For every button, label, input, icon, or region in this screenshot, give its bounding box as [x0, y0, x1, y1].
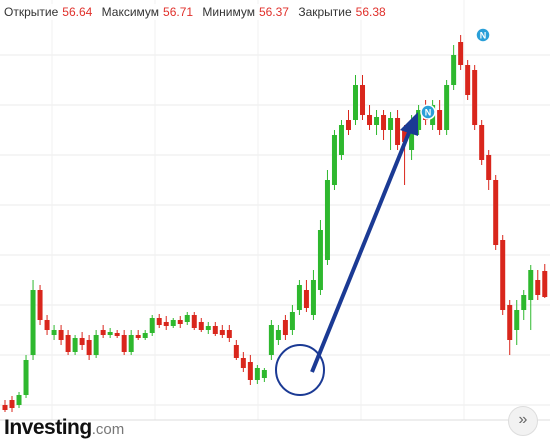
- candle-body: [261, 370, 267, 378]
- candle-body: [37, 290, 43, 320]
- low-value: 56.37: [258, 5, 289, 19]
- candle-body: [458, 42, 464, 65]
- logo: Investing.com: [4, 416, 124, 440]
- candle-body: [437, 110, 443, 130]
- candle-body: [353, 85, 358, 120]
- candle-body: [310, 280, 316, 315]
- close-label: Закрытие: [298, 5, 352, 19]
- candle-body: [219, 330, 225, 335]
- candle-body: [289, 312, 295, 330]
- candle-body: [367, 115, 373, 125]
- candle-body: [388, 118, 394, 130]
- open-label: Открытие: [4, 5, 59, 19]
- news-marker: [420, 104, 436, 120]
- low-label: Минимум: [202, 5, 255, 19]
- candle-body: [23, 360, 29, 395]
- candle-body: [486, 155, 492, 180]
- candle-body: [465, 65, 471, 95]
- annotation-arrow: [310, 129, 412, 373]
- candle-body: [416, 110, 422, 130]
- candle-body: [374, 117, 380, 125]
- arrow-head: [400, 112, 418, 136]
- candle-body: [409, 130, 415, 150]
- candle-body: [507, 305, 513, 340]
- candle-body: [114, 333, 120, 336]
- candle-body: [360, 85, 366, 115]
- candle-body: [149, 318, 155, 333]
- high-value: 56.71: [163, 5, 194, 19]
- candle-body: [170, 320, 176, 326]
- candle-body: [303, 290, 309, 308]
- candle-body: [528, 270, 534, 300]
- candle-body: [226, 330, 232, 338]
- candle-body: [535, 280, 541, 295]
- candle-body: [542, 271, 548, 297]
- candle-body: [128, 335, 134, 352]
- candle-body: [254, 368, 260, 380]
- candle-body: [2, 405, 8, 410]
- candle-body: [51, 330, 57, 335]
- candle-body: [472, 70, 478, 125]
- candle-body: [205, 326, 211, 330]
- candle-body: [296, 285, 302, 310]
- candle-body: [30, 290, 36, 355]
- candle-body: [500, 240, 506, 310]
- candle-body: [395, 118, 401, 145]
- candle-body: [317, 230, 323, 290]
- news-marker: [475, 27, 491, 43]
- candle-body: [100, 330, 106, 335]
- candle-body: [275, 330, 281, 340]
- candle-body: [72, 338, 78, 352]
- candle-body: [142, 333, 148, 338]
- candle-body: [177, 320, 183, 324]
- candle-body: [324, 180, 330, 260]
- candle-body: [479, 125, 485, 160]
- candle-body: [121, 335, 127, 352]
- candle-body: [338, 125, 344, 155]
- candle-body: [107, 332, 113, 335]
- candle-body: [156, 318, 162, 325]
- scroll-button[interactable]: »: [508, 406, 538, 436]
- candle-body: [163, 322, 169, 326]
- candle-body: [184, 315, 190, 322]
- high-label: Максимум: [101, 5, 160, 19]
- candle-body: [79, 338, 85, 345]
- candle-body: [44, 320, 50, 330]
- candle-body: [282, 320, 288, 335]
- candle-body: [9, 400, 15, 408]
- annotation-circle: [275, 344, 325, 396]
- candle-body: [331, 135, 337, 185]
- candle-body: [451, 55, 457, 85]
- candle-body: [268, 325, 274, 355]
- candle-body: [381, 115, 387, 130]
- candle-body: [493, 180, 499, 245]
- candle-body: [444, 85, 450, 130]
- news-marker-label: N: [480, 31, 487, 41]
- candle-body: [65, 335, 71, 352]
- candle-body: [521, 295, 527, 310]
- candle-body: [16, 395, 22, 405]
- news-marker-label: N: [425, 108, 432, 118]
- candle-body: [514, 310, 520, 330]
- candle-body: [198, 322, 204, 330]
- candle-body: [402, 130, 408, 142]
- brand-name: Investing: [4, 416, 92, 439]
- candle-body: [191, 315, 197, 328]
- candle-body: [86, 340, 92, 355]
- brand-suffix: .com: [91, 421, 125, 438]
- candle-body: [233, 345, 239, 358]
- candle-body: [247, 362, 253, 380]
- candle-body: [212, 326, 218, 334]
- candle-body: [345, 120, 351, 130]
- open-value: 56.64: [62, 5, 93, 19]
- candle-body: [135, 335, 141, 338]
- ohlc-header: Открытие 56.64 Максимум 56.71 Минимум 56.37…: [2, 4, 394, 20]
- close-value: 56.38: [355, 5, 386, 19]
- candle-body: [58, 330, 64, 340]
- candle-body: [240, 358, 246, 368]
- candle-body: [93, 335, 99, 355]
